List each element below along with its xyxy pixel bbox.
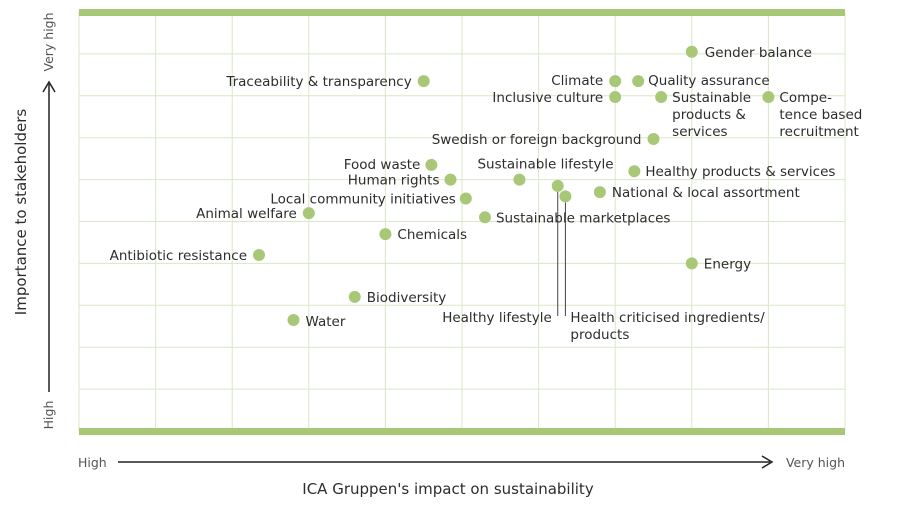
x-axis-title: ICA Gruppen's impact on sustainability bbox=[302, 480, 594, 498]
label-healthy-products-services: Healthy products & services bbox=[645, 164, 835, 180]
point-sustainable-products-services bbox=[655, 91, 668, 104]
y-axis-start-label: High bbox=[41, 401, 56, 430]
leader-lines bbox=[557, 191, 566, 316]
label-biodiversity: Biodiversity bbox=[367, 290, 447, 306]
bottom-band bbox=[79, 428, 845, 435]
label-chemicals: Chemicals bbox=[397, 227, 467, 243]
label-swedish-or-foreign-background: Swedish or foreign background bbox=[432, 132, 642, 148]
point-local-community-initiatives bbox=[459, 192, 472, 205]
label-animal-welfare: Animal welfare bbox=[196, 206, 297, 222]
label-local-community-initiatives: Local community initiatives bbox=[270, 191, 455, 207]
label-health-criticised-ingredients-products: Health criticised ingredients/products bbox=[570, 310, 765, 343]
point-energy bbox=[685, 257, 698, 270]
point-chemicals bbox=[379, 228, 392, 241]
point-swedish-or-foreign-background bbox=[647, 132, 660, 145]
point-animal-welfare bbox=[302, 207, 315, 220]
point-sustainable-lifestyle bbox=[513, 173, 526, 186]
label-food-waste: Food waste bbox=[344, 157, 421, 173]
point-national-local-assortment bbox=[593, 186, 606, 199]
x-axis-arrowhead bbox=[761, 455, 774, 469]
label-quality-assurance: Quality assurance bbox=[648, 73, 770, 89]
point-gender-balance bbox=[685, 45, 698, 58]
label-compe-tence-based-recruitment: Compe-tence based recruitment bbox=[779, 90, 862, 140]
label-sustainable-products-services: Sustainable products & services bbox=[672, 90, 751, 140]
point-labels: Gender balance Climate Quality assurance In… bbox=[110, 45, 863, 343]
point-climate bbox=[609, 75, 622, 88]
label-human-rights: Human rights bbox=[348, 173, 440, 189]
label-energy: Energy bbox=[704, 256, 751, 272]
x-axis-end-label: Very high bbox=[786, 455, 845, 470]
x-axis-start-label: High bbox=[78, 455, 107, 470]
point-healthy-lifestyle bbox=[551, 179, 564, 192]
label-climate: Climate bbox=[551, 73, 603, 89]
label-healthy-lifestyle: Healthy lifestyle bbox=[442, 310, 552, 326]
label-water: Water bbox=[305, 314, 345, 330]
point-human-rights bbox=[444, 173, 457, 186]
y-axis-end-label: Very high bbox=[41, 12, 56, 71]
point-antibiotic-resistance bbox=[253, 249, 266, 262]
point-healthy-products-services bbox=[628, 165, 641, 178]
label-traceability-transparency: Traceability & transparency bbox=[225, 74, 411, 90]
y-axis-title: Importance to stakeholders bbox=[12, 109, 30, 316]
label-sustainable-marketplaces: Sustainable marketplaces bbox=[496, 210, 670, 226]
point-food-waste bbox=[425, 158, 438, 171]
point-traceability-transparency bbox=[417, 75, 430, 88]
point-compe-tence-based-recruitment bbox=[762, 91, 775, 104]
label-inclusive-culture: Inclusive culture bbox=[492, 90, 603, 106]
label-national-local-assortment: National & local assortment bbox=[612, 185, 800, 201]
label-sustainable-lifestyle: Sustainable lifestyle bbox=[477, 157, 613, 173]
point-health-criticised-ingredients-products bbox=[559, 190, 572, 203]
data-points bbox=[253, 45, 775, 326]
point-sustainable-marketplaces bbox=[478, 211, 491, 224]
point-inclusive-culture bbox=[609, 91, 622, 104]
y-axis-arrowhead bbox=[42, 80, 56, 93]
point-biodiversity bbox=[348, 290, 361, 303]
label-antibiotic-resistance: Antibiotic resistance bbox=[110, 248, 247, 264]
point-quality-assurance bbox=[632, 75, 645, 88]
top-band bbox=[79, 9, 845, 16]
label-gender-balance: Gender balance bbox=[705, 45, 812, 61]
point-water bbox=[287, 313, 300, 326]
